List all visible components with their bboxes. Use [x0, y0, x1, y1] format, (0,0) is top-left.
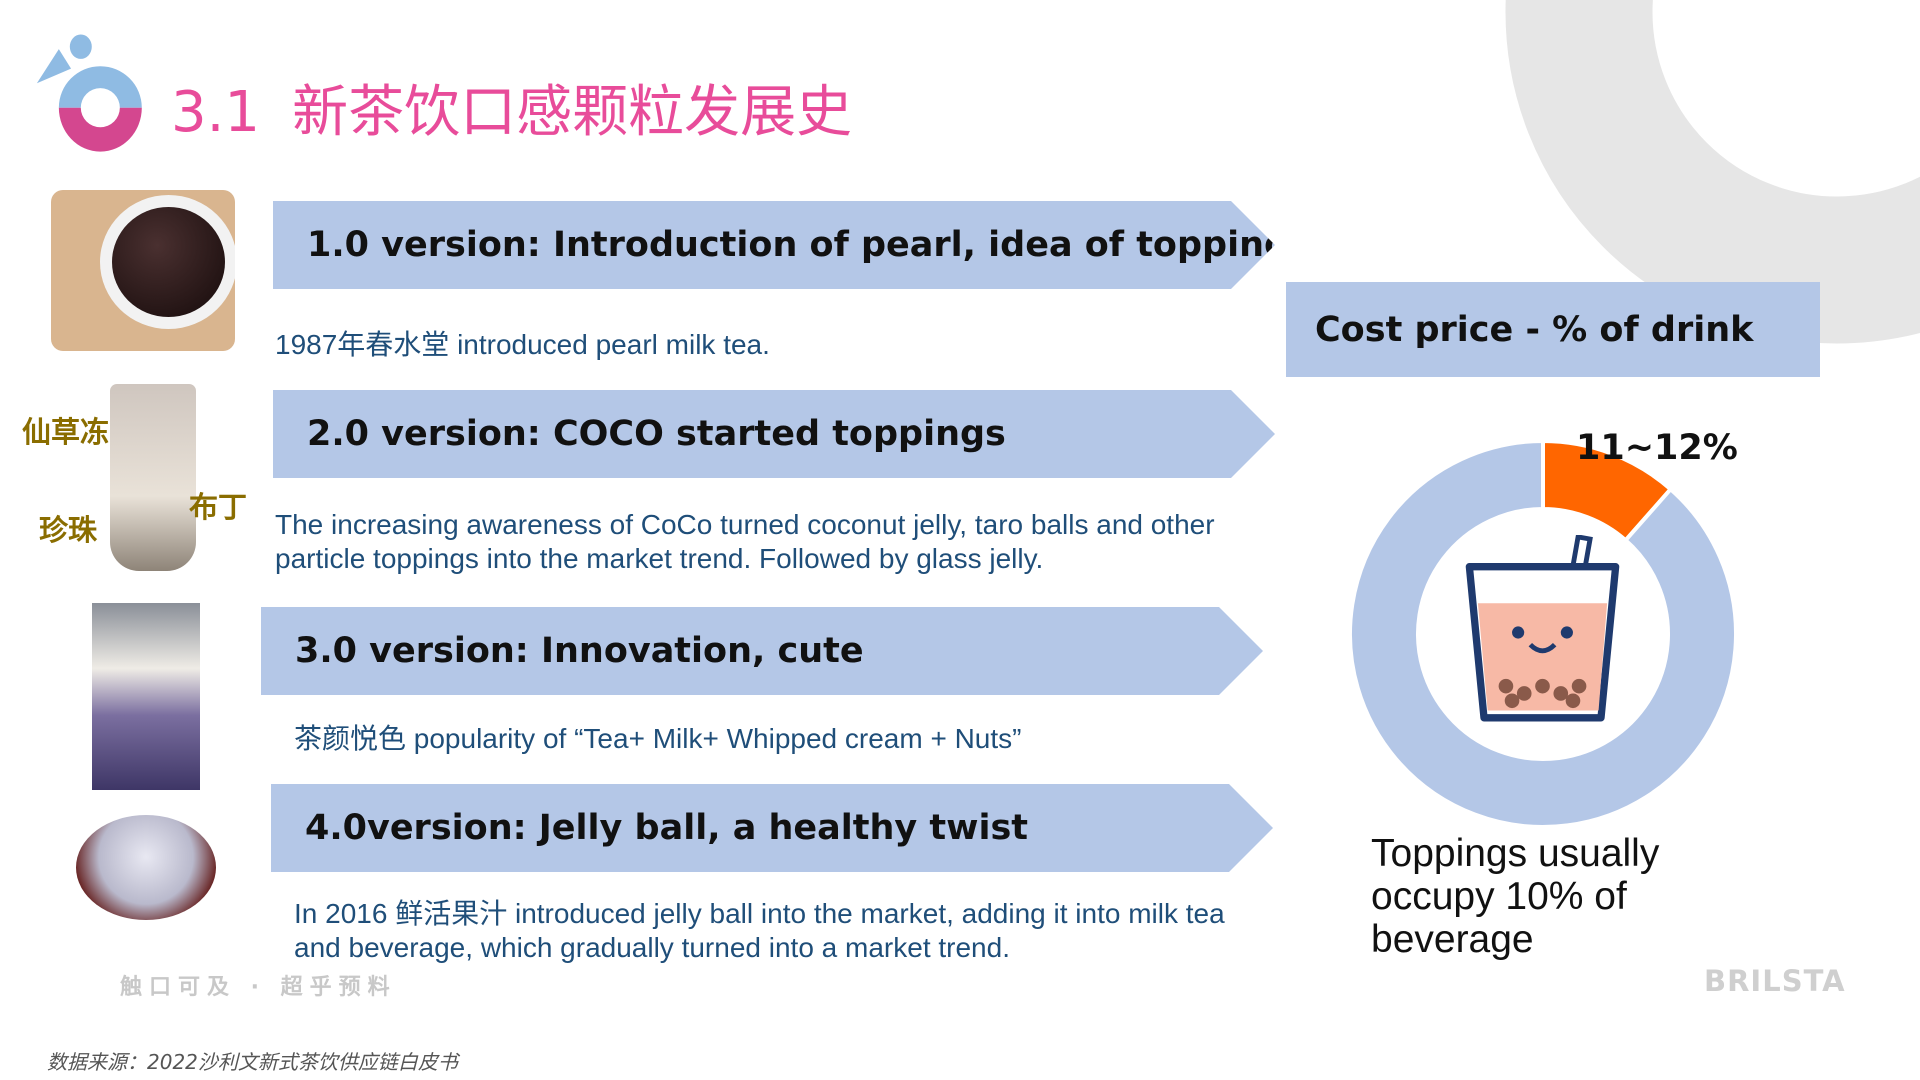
version-1-banner: 1.0 version: Introduction of pearl, idea…	[273, 201, 1275, 289]
label-grass-jelly: 仙草冻	[22, 415, 110, 449]
donut-slice-other	[1348, 438, 1738, 829]
toppings-note: Toppings usually occupy 10% of beverage	[1371, 832, 1660, 961]
title-text: 新茶饮口感颗粒发展史	[292, 80, 853, 145]
data-source: 数据来源：2022沙利文新式茶饮供应链白皮书	[47, 1050, 458, 1074]
page-title: 3.1 新茶饮口感颗粒发展史	[171, 67, 852, 148]
label-pearl: 珍珠	[39, 513, 98, 547]
version-3-banner: 3.0 version: Innovation, cute	[261, 607, 1263, 695]
label-pudding: 布丁	[189, 490, 248, 524]
version-2-banner: 2.0 version: COCO started toppings	[273, 390, 1275, 478]
milk-tea-cup-image	[110, 384, 196, 571]
version-1-description: 1987年春水堂 introduced pearl milk tea.	[275, 329, 770, 360]
logo-icon	[36, 34, 142, 152]
version-4-description: In 2016 鲜活果汁 introduced jelly ball into …	[294, 898, 1225, 963]
donut-chart	[1348, 438, 1738, 829]
section-number: 3.1	[171, 80, 261, 145]
brand-logo: BRILSTA	[1704, 964, 1846, 998]
jelly-ball-image	[76, 815, 216, 920]
slogan: 触口可及 · 超乎预料	[120, 975, 397, 1000]
version-4-banner: 4.0version: Jelly ball, a healthy twist	[271, 784, 1273, 872]
cream-tea-image	[92, 603, 200, 790]
version-2-description: The increasing awareness of CoCo turned …	[275, 509, 1215, 574]
bubble-tea-icon	[1465, 535, 1620, 722]
chart-title: Cost price - % of drink	[1286, 282, 1820, 377]
data-label-toppings: 11~12%	[1576, 428, 1738, 468]
version-3-description: 茶颜悦色 popularity of “Tea+ Milk+ Whipped c…	[294, 723, 1022, 754]
pearl-image	[51, 190, 235, 351]
